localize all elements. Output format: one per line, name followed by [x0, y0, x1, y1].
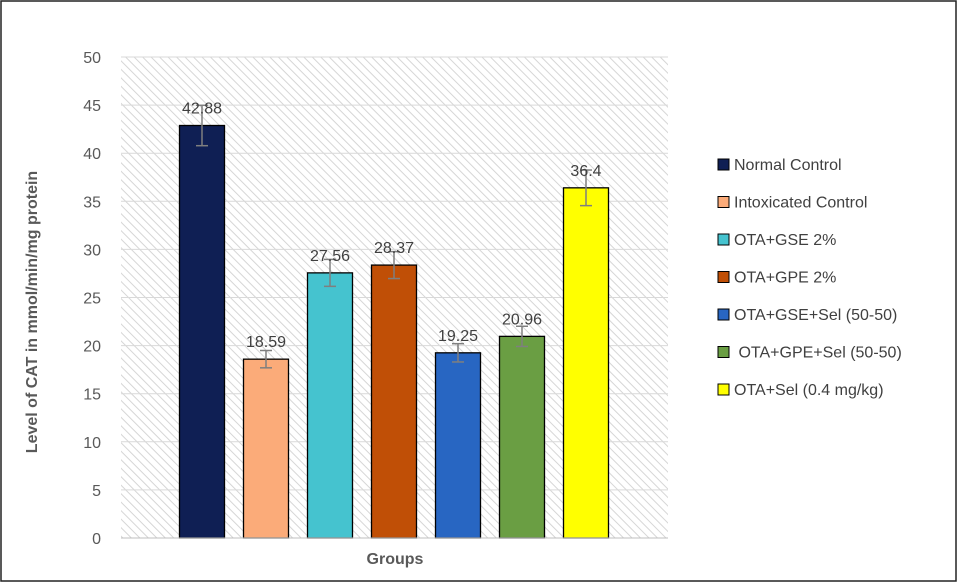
y-axis-title: Level of CAT in mmol/min/mg protein: [24, 171, 41, 453]
x-axis-title: Groups: [367, 551, 424, 568]
data-label: 28.37: [374, 240, 414, 257]
legend-label: OTA+Sel (0.4 mg/kg): [734, 382, 884, 399]
y-tick-label: 0: [92, 531, 101, 548]
y-tick-label: 30: [83, 242, 101, 259]
y-tick-label: 20: [83, 339, 101, 356]
data-label: 27.56: [310, 248, 350, 265]
bar: [306, 272, 354, 539]
bar: [242, 358, 290, 539]
y-tick-label: 45: [83, 98, 101, 115]
y-tick-label: 35: [83, 194, 101, 211]
bar: [498, 335, 546, 539]
data-label: 42.88: [182, 100, 222, 117]
data-label: 36.4: [570, 163, 601, 180]
y-tick-label: 50: [83, 50, 101, 67]
legend-label: Normal Control: [734, 157, 842, 174]
data-label: 19.25: [438, 328, 478, 345]
bar: [370, 264, 418, 539]
legend-swatch: [717, 271, 730, 283]
data-label: 20.96: [502, 311, 542, 328]
data-labels: 42.88 18.59 27.56 28.37 19.25 20.96 36.4: [182, 100, 602, 351]
legend-swatch: [717, 196, 730, 208]
legend-label: OTA+GSE+Sel (50-50): [734, 307, 897, 324]
y-tick-label: 15: [83, 387, 101, 404]
y-tick-label: 5: [92, 483, 101, 500]
legend-label: OTA+GSE 2%: [734, 232, 836, 249]
legend-swatch: [717, 383, 730, 396]
y-tick-label: 25: [83, 291, 101, 308]
bar: [178, 124, 226, 539]
legend-swatch: [717, 158, 730, 171]
legend-swatch: [717, 346, 730, 358]
legend-label: OTA+GPE+Sel (50-50): [734, 345, 902, 362]
error-bars: [196, 104, 592, 369]
data-label: 18.59: [246, 334, 286, 351]
bar: [434, 352, 482, 539]
y-tick-label: 10: [83, 435, 101, 452]
y-axis-tick-labels: 0 5 10 15 20 25 30 35 40 45 50: [83, 50, 101, 548]
bars: [178, 124, 610, 539]
bar: [562, 187, 610, 539]
legend-label: Intoxicated Control: [734, 195, 867, 212]
legend-label: OTA+GPE 2%: [734, 270, 836, 287]
legend-swatch: [717, 233, 730, 246]
y-tick-label: 40: [83, 146, 101, 163]
legend: Normal Control Intoxicated Control OTA+GSE…: [717, 157, 902, 399]
legend-swatch: [717, 308, 730, 321]
